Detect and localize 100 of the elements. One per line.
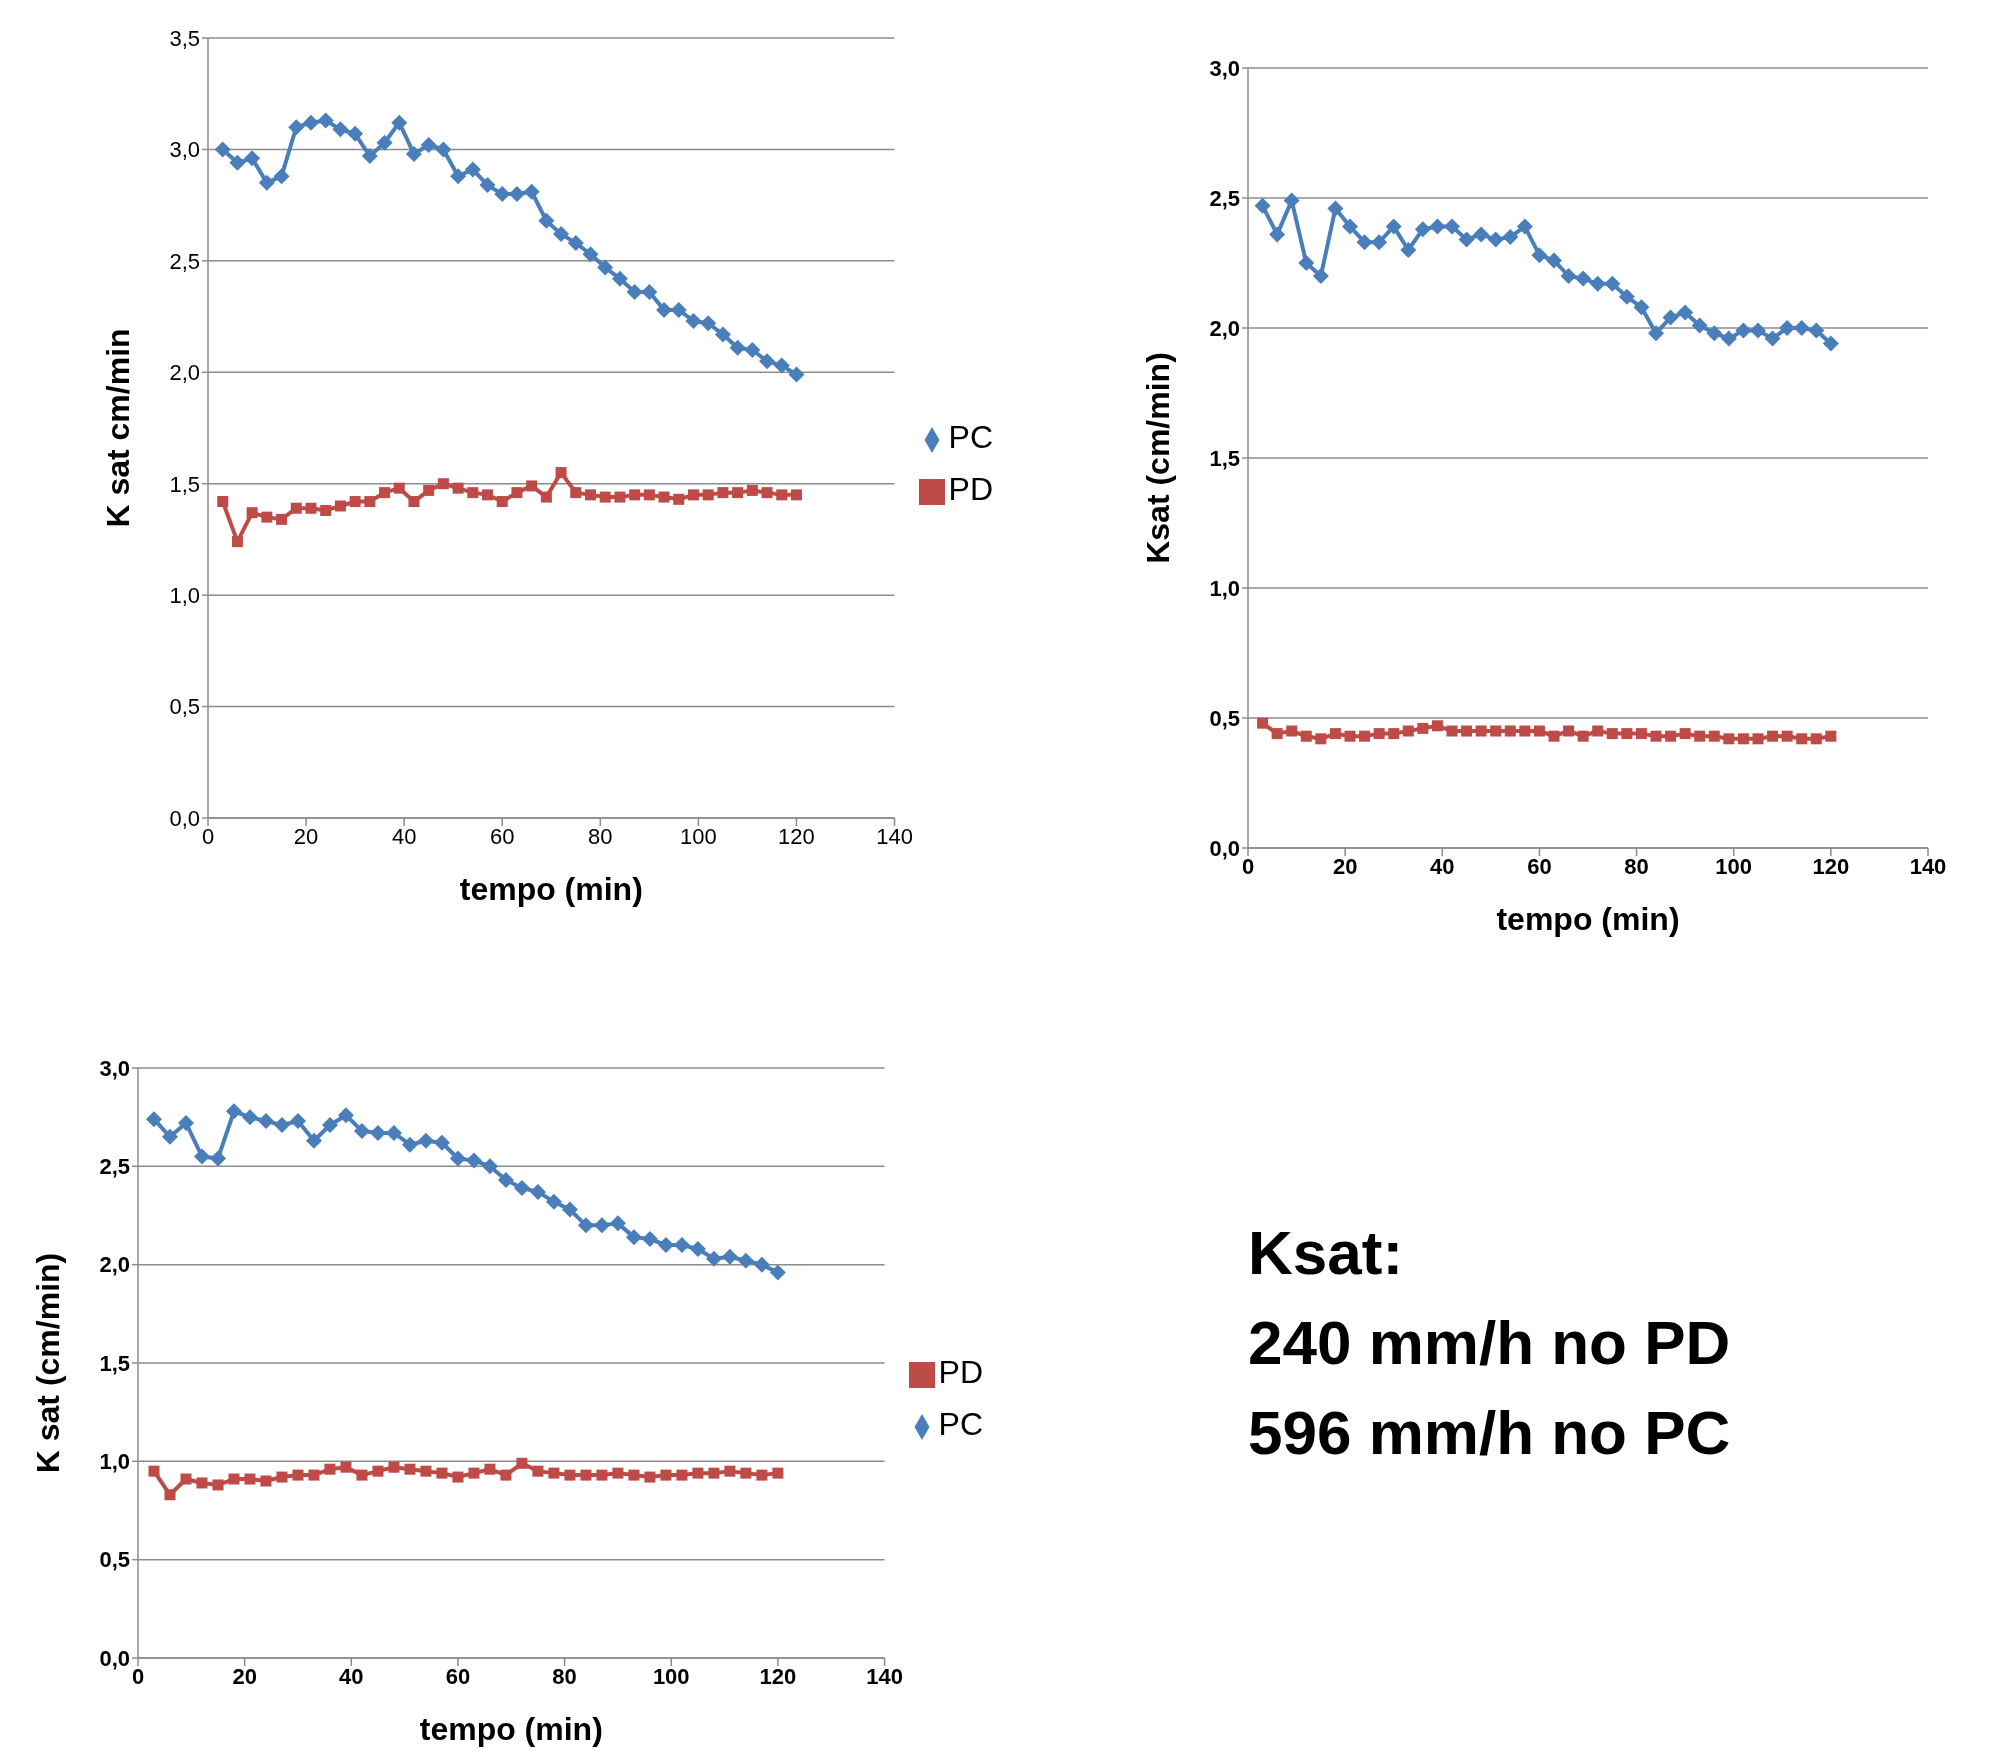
point — [1519, 725, 1531, 737]
point — [1796, 733, 1808, 745]
point — [164, 1489, 176, 1501]
point — [408, 496, 420, 508]
point — [308, 1469, 320, 1481]
point — [1577, 730, 1589, 742]
point — [708, 1467, 720, 1479]
point — [732, 487, 744, 499]
x-tick-label: 40 — [339, 1663, 364, 1689]
legend-label: PD — [938, 1354, 983, 1390]
point — [1694, 730, 1706, 742]
point — [746, 484, 758, 496]
point — [596, 1469, 608, 1481]
y-tick-label: 0,5 — [99, 1547, 130, 1573]
point — [1575, 270, 1592, 287]
point — [577, 1217, 594, 1234]
point — [628, 1469, 640, 1481]
y-tick-label: 1,0 — [169, 582, 200, 608]
point — [761, 487, 773, 499]
point — [148, 1465, 160, 1477]
text: 596 mm/h no PC — [1248, 1397, 1732, 1469]
point — [258, 174, 275, 191]
point — [1720, 330, 1737, 347]
point — [217, 496, 229, 508]
point — [625, 1229, 642, 1246]
point — [1677, 304, 1694, 321]
point — [1560, 268, 1577, 284]
point — [657, 1237, 674, 1253]
point — [1402, 725, 1414, 737]
point — [1300, 730, 1312, 742]
point — [597, 259, 614, 276]
point — [1750, 322, 1766, 339]
point — [553, 226, 570, 243]
point — [479, 177, 496, 194]
x-tick-label: 20 — [293, 823, 319, 849]
point — [437, 478, 449, 490]
x-tick-label: 120 — [1812, 853, 1850, 879]
y-axis-title: K sat (cm/min) — [30, 1252, 67, 1474]
point — [717, 487, 729, 499]
point — [614, 491, 626, 503]
point — [1257, 717, 1269, 729]
x-tick-label: 80 — [588, 823, 613, 849]
point — [500, 1469, 512, 1481]
point — [436, 1467, 448, 1479]
point — [1781, 730, 1793, 742]
point — [788, 366, 805, 383]
point — [356, 1469, 368, 1481]
x-tick-label: 20 — [232, 1663, 257, 1689]
point — [670, 301, 687, 318]
point — [538, 212, 555, 229]
point — [404, 1463, 416, 1475]
point — [580, 1469, 592, 1481]
x-tick-label: 80 — [1624, 853, 1649, 879]
point — [229, 154, 246, 171]
x-tick-label: 100 — [680, 823, 717, 849]
point — [305, 1132, 322, 1149]
point — [714, 326, 731, 343]
point — [288, 119, 305, 136]
y-tick-label: 2,5 — [99, 1154, 130, 1180]
legend-label: PD — [948, 471, 993, 507]
point — [1458, 231, 1475, 248]
point — [1635, 728, 1647, 740]
point — [193, 1148, 210, 1165]
text: Ksat: — [1248, 1217, 1405, 1289]
y-tick-label: 0,5 — [169, 694, 200, 720]
point — [737, 1252, 754, 1269]
point — [435, 141, 452, 158]
point — [1473, 226, 1490, 243]
point — [564, 1469, 576, 1481]
y-tick-label: 2,0 — [169, 360, 200, 386]
point — [450, 168, 467, 185]
point — [1691, 317, 1708, 334]
point — [353, 1122, 370, 1139]
point — [641, 284, 658, 301]
y-axis-title: K sat cm/min — [100, 328, 137, 528]
point — [1793, 320, 1810, 336]
legend-label: PC — [938, 1406, 983, 1442]
x-tick-label: 140 — [876, 823, 913, 849]
point — [626, 284, 643, 301]
point — [548, 1467, 560, 1479]
point — [612, 1467, 624, 1479]
point — [417, 1132, 434, 1149]
point — [452, 482, 464, 494]
legend-label: PC — [948, 419, 993, 455]
point — [361, 148, 378, 165]
point — [567, 235, 584, 252]
point — [464, 161, 481, 178]
point — [420, 1465, 432, 1477]
text: 240 mm/h no PD — [1248, 1307, 1732, 1379]
y-tick-label: 0,5 — [1209, 705, 1240, 731]
point — [305, 502, 317, 514]
point — [1269, 226, 1286, 243]
y-tick-label: 2,0 — [1209, 315, 1240, 341]
point — [302, 114, 319, 131]
point — [1444, 218, 1460, 235]
point — [452, 1471, 464, 1483]
point — [244, 1473, 256, 1485]
point — [772, 1467, 784, 1479]
point — [1429, 218, 1446, 235]
point — [276, 1471, 288, 1483]
